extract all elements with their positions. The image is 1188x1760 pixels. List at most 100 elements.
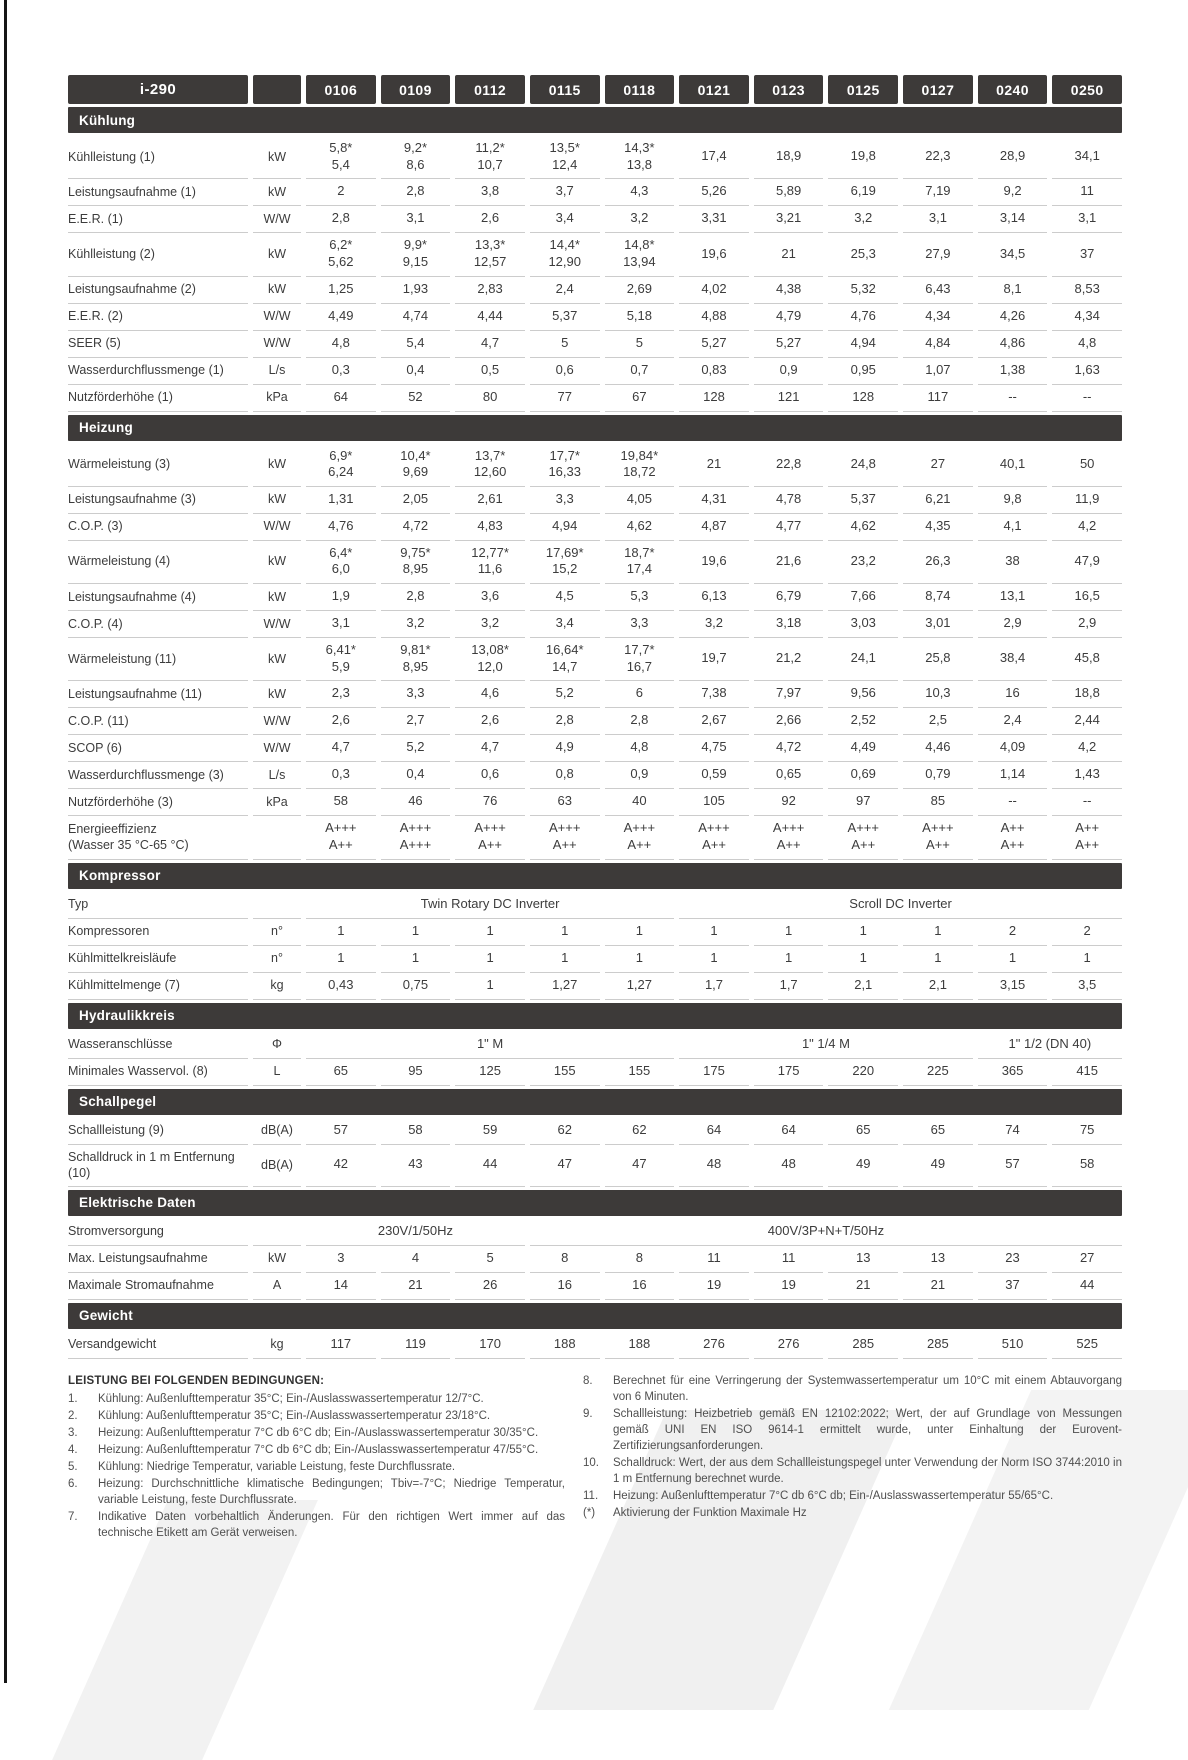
row-unit: W/W — [253, 611, 301, 638]
value-cell: 22,3 — [903, 136, 973, 180]
value-cell: 4,88 — [679, 304, 749, 331]
value-cell: 1,63 — [1052, 358, 1122, 385]
value-cell: 14,3* 13,8 — [604, 136, 675, 180]
value-cell: 170 — [455, 1332, 525, 1359]
table-row: Nutzförderhöhe (3) kPa 58 46 76 63 40 105 92 97 85… — [68, 789, 1122, 817]
value-cell: 1 — [529, 919, 600, 946]
model-column-header: 0127 — [903, 75, 973, 104]
value-cell: 13,1 — [977, 584, 1048, 611]
value-cell: 128 — [679, 385, 749, 412]
table-row: Wärmeleistung (4) kW 6,4* 6,0 9,75* 8,95 12,… — [68, 541, 1122, 584]
value-cell: 5,3 — [604, 584, 675, 611]
value-cell: 24,8 — [828, 444, 899, 487]
value-cell: 2,9 — [977, 611, 1048, 638]
value-cell: 0,4 — [380, 762, 451, 790]
value-cell: 2 — [977, 919, 1048, 946]
value-cell: 6,13 — [679, 584, 749, 611]
value-cell: 5,32 — [828, 277, 899, 304]
value-cell: 6,79 — [753, 584, 824, 611]
row-unit: dB(A) — [253, 1145, 301, 1187]
value-cell: 2,52 — [828, 708, 899, 736]
row-label: Typ — [68, 892, 248, 919]
row-unit: kg — [253, 973, 301, 1000]
span-cell: Scroll DC Inverter — [679, 892, 1122, 919]
value-cell: 4,7 — [455, 331, 525, 358]
value-cell: 510 — [977, 1332, 1048, 1359]
table-row: Wärmeleistung (3) kW 6,9* 6,24 10,4* 9,69 13… — [68, 444, 1122, 487]
row-label: Energieeffizienz (Wasser 35 °C-65 °C) — [68, 816, 248, 860]
value-cell: 9,75* 8,95 — [380, 541, 451, 584]
value-cell: 0,3 — [306, 358, 376, 385]
table-row: Leistungsaufnahme (1) kW 2 2,8 3,8 3,7 4,3 5,26… — [68, 179, 1122, 207]
value-cell: 12,77* 11,6 — [455, 541, 525, 584]
value-cell: 5,26 — [679, 179, 749, 207]
value-cell: 11,9 — [1052, 487, 1122, 514]
value-cell: 63 — [529, 789, 600, 817]
section-header: Gewicht — [68, 1302, 1122, 1329]
value-cell: 65 — [903, 1118, 973, 1145]
value-cell: 2 — [1052, 919, 1122, 946]
value-cell: 8 — [604, 1246, 675, 1273]
value-cell: 1 — [529, 946, 600, 973]
table-row: SCOP (6) W/W 4,7 5,2 4,7 4,9 4,8 4,75 4,72 4,49 4,… — [68, 735, 1122, 763]
table-row: Typ Twin Rotary DC Inverter Scroll DC Inve… — [68, 892, 1122, 919]
footnote-text: Kühlung: Außenlufttemperatur 35°C; Ein-/… — [98, 1409, 491, 1422]
footnote-text: Schallleistung: Heizbetrieb gemäß EN 121… — [613, 1407, 1122, 1452]
value-cell: 9,56 — [828, 681, 899, 709]
value-cell: 1 — [679, 919, 749, 946]
value-cell: 97 — [828, 789, 899, 817]
row-label: SCOP (6) — [68, 735, 248, 763]
table-row: Stromversorgung 230V/1/50Hz 400V/3P+N+T/50… — [68, 1219, 1122, 1246]
value-cell: 25,3 — [828, 233, 899, 277]
value-cell: 1,31 — [306, 487, 376, 514]
value-cell: 175 — [753, 1059, 824, 1086]
table-row: Schalldruck in 1 m Entfernung (10) dB(A) 4… — [68, 1145, 1122, 1187]
footnote-item: 6. Heizung: Durchschnittliche klimatische… — [68, 1476, 565, 1508]
row-label: Leistungsaufnahme (4) — [68, 584, 248, 611]
value-cell: 9,2 — [977, 179, 1048, 207]
value-cell: 4,2 — [1052, 735, 1122, 763]
value-cell: 16,5 — [1052, 584, 1122, 611]
value-cell: 4,87 — [679, 514, 749, 541]
footnotes: LEISTUNG BEI FOLGENDEN BEDINGUNGEN: 1. Kü… — [68, 1373, 1122, 1543]
value-cell: 1,07 — [903, 358, 973, 385]
value-cell: 1 — [455, 973, 525, 1000]
value-cell: A+++ A++ — [679, 816, 749, 860]
value-cell: 58 — [306, 789, 376, 817]
value-cell: 4,49 — [306, 304, 376, 331]
value-cell: 7,66 — [828, 584, 899, 611]
footnote-item: 4. Heizung: Außenlufttemperatur 7°C db 6°… — [68, 1442, 565, 1458]
value-cell: 121 — [753, 385, 824, 412]
value-cell: 23,2 — [828, 541, 899, 584]
value-cell: 13,5* 12,4 — [529, 136, 600, 180]
row-unit: W/W — [253, 304, 301, 331]
value-cell: 7,38 — [679, 681, 749, 709]
value-cell: 4,49 — [828, 735, 899, 763]
value-cell: 1 — [679, 946, 749, 973]
value-cell: 4,75 — [679, 735, 749, 763]
value-cell: 0,43 — [306, 973, 376, 1000]
value-cell: 4,74 — [380, 304, 451, 331]
value-cell: 1,25 — [306, 277, 376, 304]
value-cell: 34,1 — [1052, 136, 1122, 180]
value-cell: 3,4 — [529, 206, 600, 234]
value-cell: 0,9 — [604, 762, 675, 790]
value-cell: 5,27 — [753, 331, 824, 358]
value-cell: 0,7 — [604, 358, 675, 385]
value-cell: 2,1 — [903, 973, 973, 1000]
value-cell: 4,1 — [977, 514, 1048, 541]
value-cell: 27 — [1052, 1246, 1122, 1273]
value-cell: 0,6 — [455, 762, 525, 790]
table-row: Kühlleistung (1) kW 5,8* 5,4 9,2* 8,6 11,2* … — [68, 136, 1122, 180]
value-cell: 4,6 — [455, 681, 525, 709]
footnote-item: 7. Indikative Daten vorbehaltlich Änderun… — [68, 1509, 565, 1541]
value-cell: 4,7 — [306, 735, 376, 763]
span-cell: 230V/1/50Hz — [306, 1219, 525, 1246]
value-cell: 1 — [380, 919, 451, 946]
value-cell: 23 — [977, 1246, 1048, 1273]
footnote-number: 3. — [68, 1426, 78, 1439]
value-cell: A+++ A++ — [529, 816, 600, 860]
row-label: C.O.P. (4) — [68, 611, 248, 638]
row-unit: kW — [253, 1246, 301, 1273]
value-cell: 1 — [380, 946, 451, 973]
